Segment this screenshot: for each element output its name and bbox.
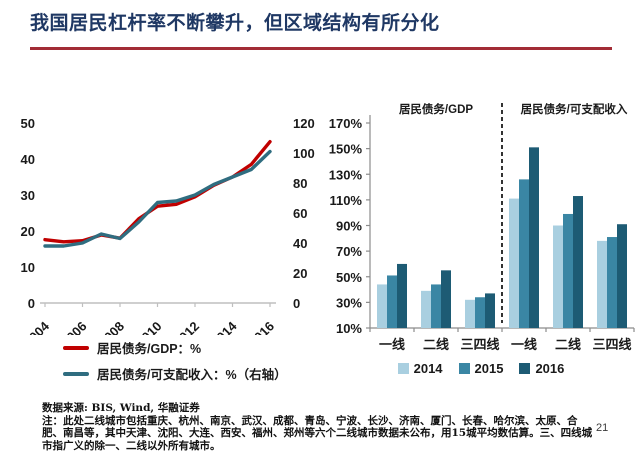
- y-axis-tick-label: 170%: [329, 116, 363, 131]
- swatch-2014: [397, 363, 409, 374]
- bar-2016-一线: [397, 263, 407, 328]
- right-axis-tick-label: 80: [293, 176, 307, 191]
- line-chart-legend: 居民债务/GDP：% 居民债务/可支配收入：%（右轴）: [63, 338, 287, 383]
- x-axis-year-label: 2010: [134, 319, 165, 335]
- left-axis-tick-label: 10: [21, 260, 35, 275]
- category-label: 二线: [555, 337, 581, 352]
- right-axis-tick-label: 20: [293, 266, 307, 281]
- y-axis-tick-label: 70%: [336, 244, 362, 259]
- legend-label-2014: 2014: [413, 361, 443, 376]
- right-axis-tick-label: 100: [293, 146, 315, 161]
- bar-2015-三四线: [607, 237, 617, 328]
- footnote-source: 数据来源: BIS, Wind, 华融证券: [42, 402, 200, 414]
- x-axis-year-label: 2012: [171, 319, 202, 335]
- section-label-income: 居民债务/可支配收入: [521, 102, 628, 116]
- bar-chart: 170% 150% 130% 110% 90% 70% 50% 30% 10% 居民债务/GDP 居…: [322, 95, 640, 400]
- gdp-line: [43, 140, 272, 244]
- bar-chart-svg: 170% 150% 130% 110% 90% 70% 50% 30% 10% 居民债务/GDP 居…: [329, 102, 635, 352]
- line-chart-svg: 0 10 20 30 40 50 0 20 40 60 80 100 120 2004 2006 2008 20…: [21, 116, 315, 350]
- income-line-swatch: [63, 371, 89, 376]
- bar-2016-三四线: [617, 224, 627, 328]
- x-axis-year-label: 2006: [59, 319, 90, 335]
- y-axis-tick-label: 150%: [329, 142, 363, 157]
- y-axis-tick-label: 130%: [329, 167, 363, 182]
- legend-label-2015: 2015: [474, 361, 504, 376]
- bar-2015-二线: [563, 213, 573, 328]
- bar-2016-二线: [573, 196, 583, 328]
- bar-2014-三四线: [465, 299, 475, 328]
- left-axis-tick-label: 40: [21, 152, 35, 167]
- right-axis-tick-label: 0: [293, 296, 300, 311]
- page-number: 21: [596, 422, 609, 434]
- y-axis-tick-label: 50%: [336, 270, 362, 285]
- category-label: 一线: [379, 337, 405, 352]
- bar-2016-一线: [529, 147, 539, 328]
- x-axis-year-label: 2016: [246, 319, 277, 335]
- bar-2014-一线: [377, 284, 387, 328]
- bar-2014-二线: [421, 290, 431, 328]
- bar-2015-三四线: [475, 297, 485, 328]
- swatch-2015: [458, 363, 470, 374]
- category-label: 二线: [423, 337, 449, 352]
- legend-label-income: 居民债务/可支配收入：%（右轴）: [97, 368, 287, 382]
- left-axis-tick-label: 30: [21, 188, 35, 203]
- bar-2016-二线: [441, 270, 451, 328]
- bar-2014-二线: [553, 225, 563, 328]
- legend-label-2016: 2016: [535, 361, 565, 376]
- y-axis-tick-label: 10%: [336, 321, 362, 336]
- legend-label-gdp: 居民债务/GDP：%: [97, 342, 202, 356]
- bar-2015-二线: [431, 284, 441, 328]
- bar-chart-legend: 2014 2015 2016: [322, 361, 640, 376]
- y-axis-tick-label: 90%: [336, 219, 362, 234]
- gdp-line-swatch: [63, 345, 89, 350]
- category-label: 三四线: [592, 337, 631, 352]
- title-underline: [30, 47, 612, 50]
- right-axis-tick-label: 120: [293, 116, 315, 131]
- y-axis-tick-label: 110%: [329, 193, 362, 208]
- section-label-gdp: 居民债务/GDP: [399, 102, 473, 116]
- footnote-note: 注：此处二线城市包括重庆、杭州、南京、武汉、成都、青岛、宁波、长沙、济南、厦门、…: [42, 414, 593, 452]
- x-axis-year-label: 2004: [21, 318, 53, 335]
- page-title: 我国居民杠杆率不断攀升，但区域结构有所分化: [30, 13, 440, 34]
- right-axis-tick-label: 60: [293, 206, 307, 221]
- category-label: 三四线: [460, 337, 499, 352]
- left-axis-tick-label: 50: [21, 116, 35, 131]
- legend-item-2015: 2015: [458, 361, 504, 376]
- bar-2016-三四线: [485, 293, 495, 328]
- category-label: 一线: [511, 337, 537, 352]
- bar-2015-一线: [387, 275, 397, 328]
- bar-2014-三四线: [597, 240, 607, 328]
- x-axis-year-label: 2014: [209, 318, 241, 335]
- right-axis-tick-label: 40: [293, 236, 307, 251]
- left-axis-tick-label: 20: [21, 224, 35, 239]
- legend-item-2016: 2016: [519, 361, 564, 376]
- legend-item-gdp: 居民债务/GDP：%: [63, 338, 287, 357]
- legend-item-income: 居民债务/可支配收入：%（右轴）: [63, 364, 287, 383]
- left-axis-tick-label: 0: [28, 296, 35, 311]
- bar-2014-一线: [509, 198, 519, 328]
- footnote: 数据来源: BIS, Wind, 华融证券 注：此处二线城市包括重庆、杭州、南京…: [42, 402, 594, 452]
- bar-2015-一线: [519, 179, 529, 328]
- legend-item-2014: 2014: [397, 361, 443, 376]
- line-chart: 0 10 20 30 40 50 0 20 40 60 80 100 120 2004 2006 2008 20…: [5, 95, 325, 400]
- income-line: [43, 149, 272, 248]
- x-axis-year-label: 2008: [96, 319, 127, 335]
- swatch-2016: [519, 363, 531, 374]
- y-axis-tick-label: 30%: [336, 295, 362, 310]
